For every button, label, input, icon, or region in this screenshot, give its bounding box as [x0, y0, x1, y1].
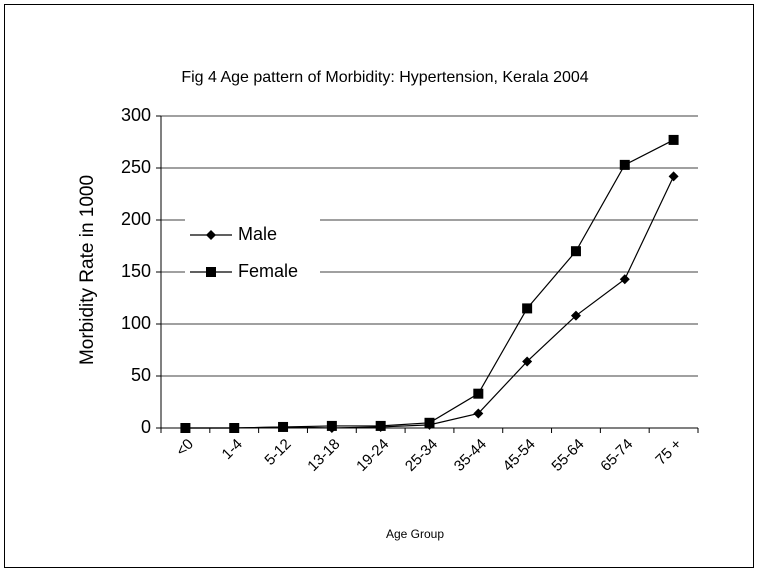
data-point	[570, 246, 581, 257]
legend-label: Female	[238, 261, 298, 281]
data-point	[473, 388, 484, 399]
legend-box	[185, 216, 320, 292]
data-point	[424, 417, 435, 428]
x-axis-label: Age Group	[386, 527, 444, 541]
data-point	[278, 421, 289, 432]
legend-marker	[206, 230, 216, 240]
chart-title: Fig 4 Age pattern of Morbidity: Hyperten…	[181, 69, 589, 86]
y-tick-label: 200	[121, 209, 151, 229]
y-tick-label: 50	[131, 365, 151, 385]
y-tick-label: 300	[121, 105, 151, 125]
data-point	[326, 420, 337, 431]
data-point	[375, 420, 386, 431]
legend-label: Male	[238, 224, 277, 244]
chart-border	[4, 4, 754, 568]
y-tick-label: 250	[121, 157, 151, 177]
data-point	[668, 134, 679, 145]
data-point	[668, 171, 679, 182]
y-tick-label: 100	[121, 313, 151, 333]
data-point	[229, 423, 240, 433]
data-point	[570, 310, 581, 321]
data-point	[180, 423, 191, 433]
data-point	[522, 356, 533, 367]
data-point	[473, 408, 484, 419]
y-axis-label: Morbidity Rate in 1000	[77, 175, 98, 365]
y-tick-label: 150	[121, 261, 151, 281]
y-tick-label: 0	[141, 417, 151, 437]
legend-marker	[206, 267, 216, 277]
data-point	[522, 303, 533, 314]
data-point	[619, 274, 630, 285]
data-point	[619, 159, 630, 170]
